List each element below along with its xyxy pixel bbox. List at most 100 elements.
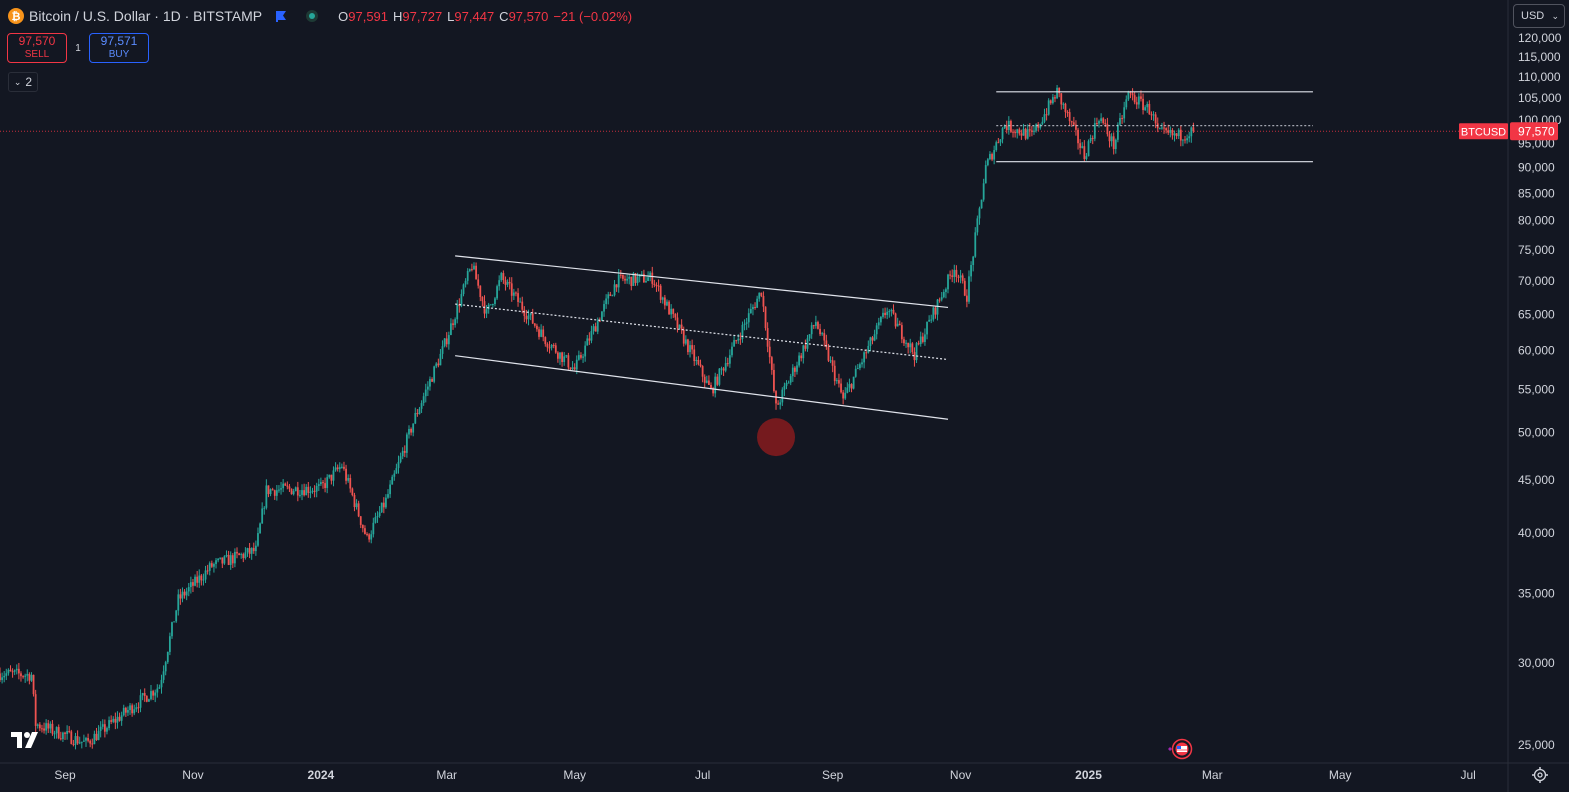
low-highlight-circle[interactable]	[757, 418, 796, 457]
candle	[915, 341, 918, 364]
candle	[202, 573, 205, 586]
candle	[420, 400, 423, 413]
candle	[462, 283, 465, 297]
candle	[1173, 130, 1176, 142]
candle	[183, 589, 186, 599]
candle	[431, 377, 433, 382]
candle	[221, 557, 224, 569]
candle	[376, 511, 379, 523]
candle	[51, 720, 54, 736]
buy-button[interactable]: 97,571 BUY	[89, 33, 149, 63]
candle	[500, 271, 503, 282]
candle	[1179, 125, 1182, 147]
time-tick-label: 2025	[1075, 768, 1102, 782]
candle	[783, 382, 786, 397]
bookmark-flag-icon[interactable]	[276, 10, 287, 22]
candle	[919, 331, 922, 347]
candle	[1114, 138, 1117, 154]
candle	[1079, 139, 1082, 155]
candle	[705, 375, 708, 384]
candle	[850, 383, 853, 393]
channel-top-line[interactable]	[455, 255, 949, 309]
last-price-label: 97,570	[1518, 124, 1555, 138]
candle	[810, 322, 813, 339]
candle	[106, 726, 108, 735]
candle	[143, 688, 146, 702]
candle	[642, 269, 645, 283]
candle	[269, 488, 272, 497]
indicators-toggle[interactable]: ⌄ 2	[8, 72, 38, 92]
candle	[584, 341, 587, 362]
symbol-title[interactable]: Bitcoin / U.S. Dollar · 1D · BITSTAMP	[29, 8, 263, 24]
candle	[393, 470, 396, 481]
candle	[672, 308, 675, 318]
order-quantity[interactable]: 1	[75, 42, 81, 54]
candle	[194, 574, 196, 587]
candle	[414, 407, 417, 425]
candle	[166, 651, 169, 664]
candle	[1167, 124, 1170, 135]
candle	[913, 347, 916, 367]
candle	[234, 548, 236, 568]
last-price-badge	[1510, 122, 1558, 141]
candle	[95, 727, 98, 741]
channel-bottom-line[interactable]	[455, 355, 949, 420]
candle	[819, 323, 821, 337]
candle	[821, 331, 824, 336]
currency-select[interactable]: USD ⌄	[1513, 4, 1565, 28]
time-tick-label: May	[563, 768, 586, 782]
candle	[498, 275, 501, 291]
bitcoin-icon[interactable]: ₿	[8, 8, 24, 24]
candle	[122, 704, 125, 717]
candle	[760, 292, 763, 298]
candle	[103, 719, 106, 738]
candle	[7, 668, 10, 676]
candle	[886, 307, 889, 320]
candle	[141, 692, 144, 701]
candle	[135, 702, 138, 713]
candle	[508, 277, 511, 290]
candle	[972, 255, 975, 272]
currency-label: USD	[1521, 10, 1545, 22]
price-tick-label: 80,000	[1518, 214, 1555, 228]
sell-button[interactable]: 97,570 SELL	[7, 33, 67, 63]
candle	[1119, 112, 1121, 126]
candle	[454, 317, 457, 328]
candle	[99, 721, 102, 738]
candle	[806, 334, 809, 352]
event-flag-icon[interactable]	[1165, 738, 1195, 760]
candle	[22, 675, 24, 679]
settings-gear-icon[interactable]	[1531, 766, 1549, 784]
channel-mid-line[interactable]	[455, 303, 949, 361]
candle	[168, 632, 171, 656]
candle	[1087, 139, 1090, 157]
tradingview-logo-icon[interactable]	[11, 731, 43, 749]
candle	[127, 706, 129, 716]
candle	[244, 547, 247, 560]
candle	[991, 152, 993, 162]
candle	[494, 296, 496, 307]
candle	[87, 733, 89, 743]
candle	[548, 341, 551, 354]
candle	[506, 279, 509, 288]
candle	[263, 506, 266, 515]
trade-panel: 97,570 SELL 1 97,571 BUY	[7, 33, 149, 63]
candle	[26, 669, 29, 682]
candle	[531, 308, 534, 325]
candle	[418, 406, 421, 415]
candle	[28, 672, 31, 685]
candle	[999, 139, 1002, 147]
candle	[85, 736, 87, 747]
candle	[290, 488, 293, 495]
candle	[624, 275, 626, 284]
candle	[982, 178, 985, 202]
candle	[1100, 113, 1103, 124]
candle	[661, 296, 664, 304]
candle	[666, 299, 668, 307]
candle	[405, 432, 408, 458]
candle	[145, 695, 148, 703]
candle	[288, 483, 291, 492]
candle	[1085, 153, 1088, 161]
time-tick-label: May	[1329, 768, 1352, 782]
